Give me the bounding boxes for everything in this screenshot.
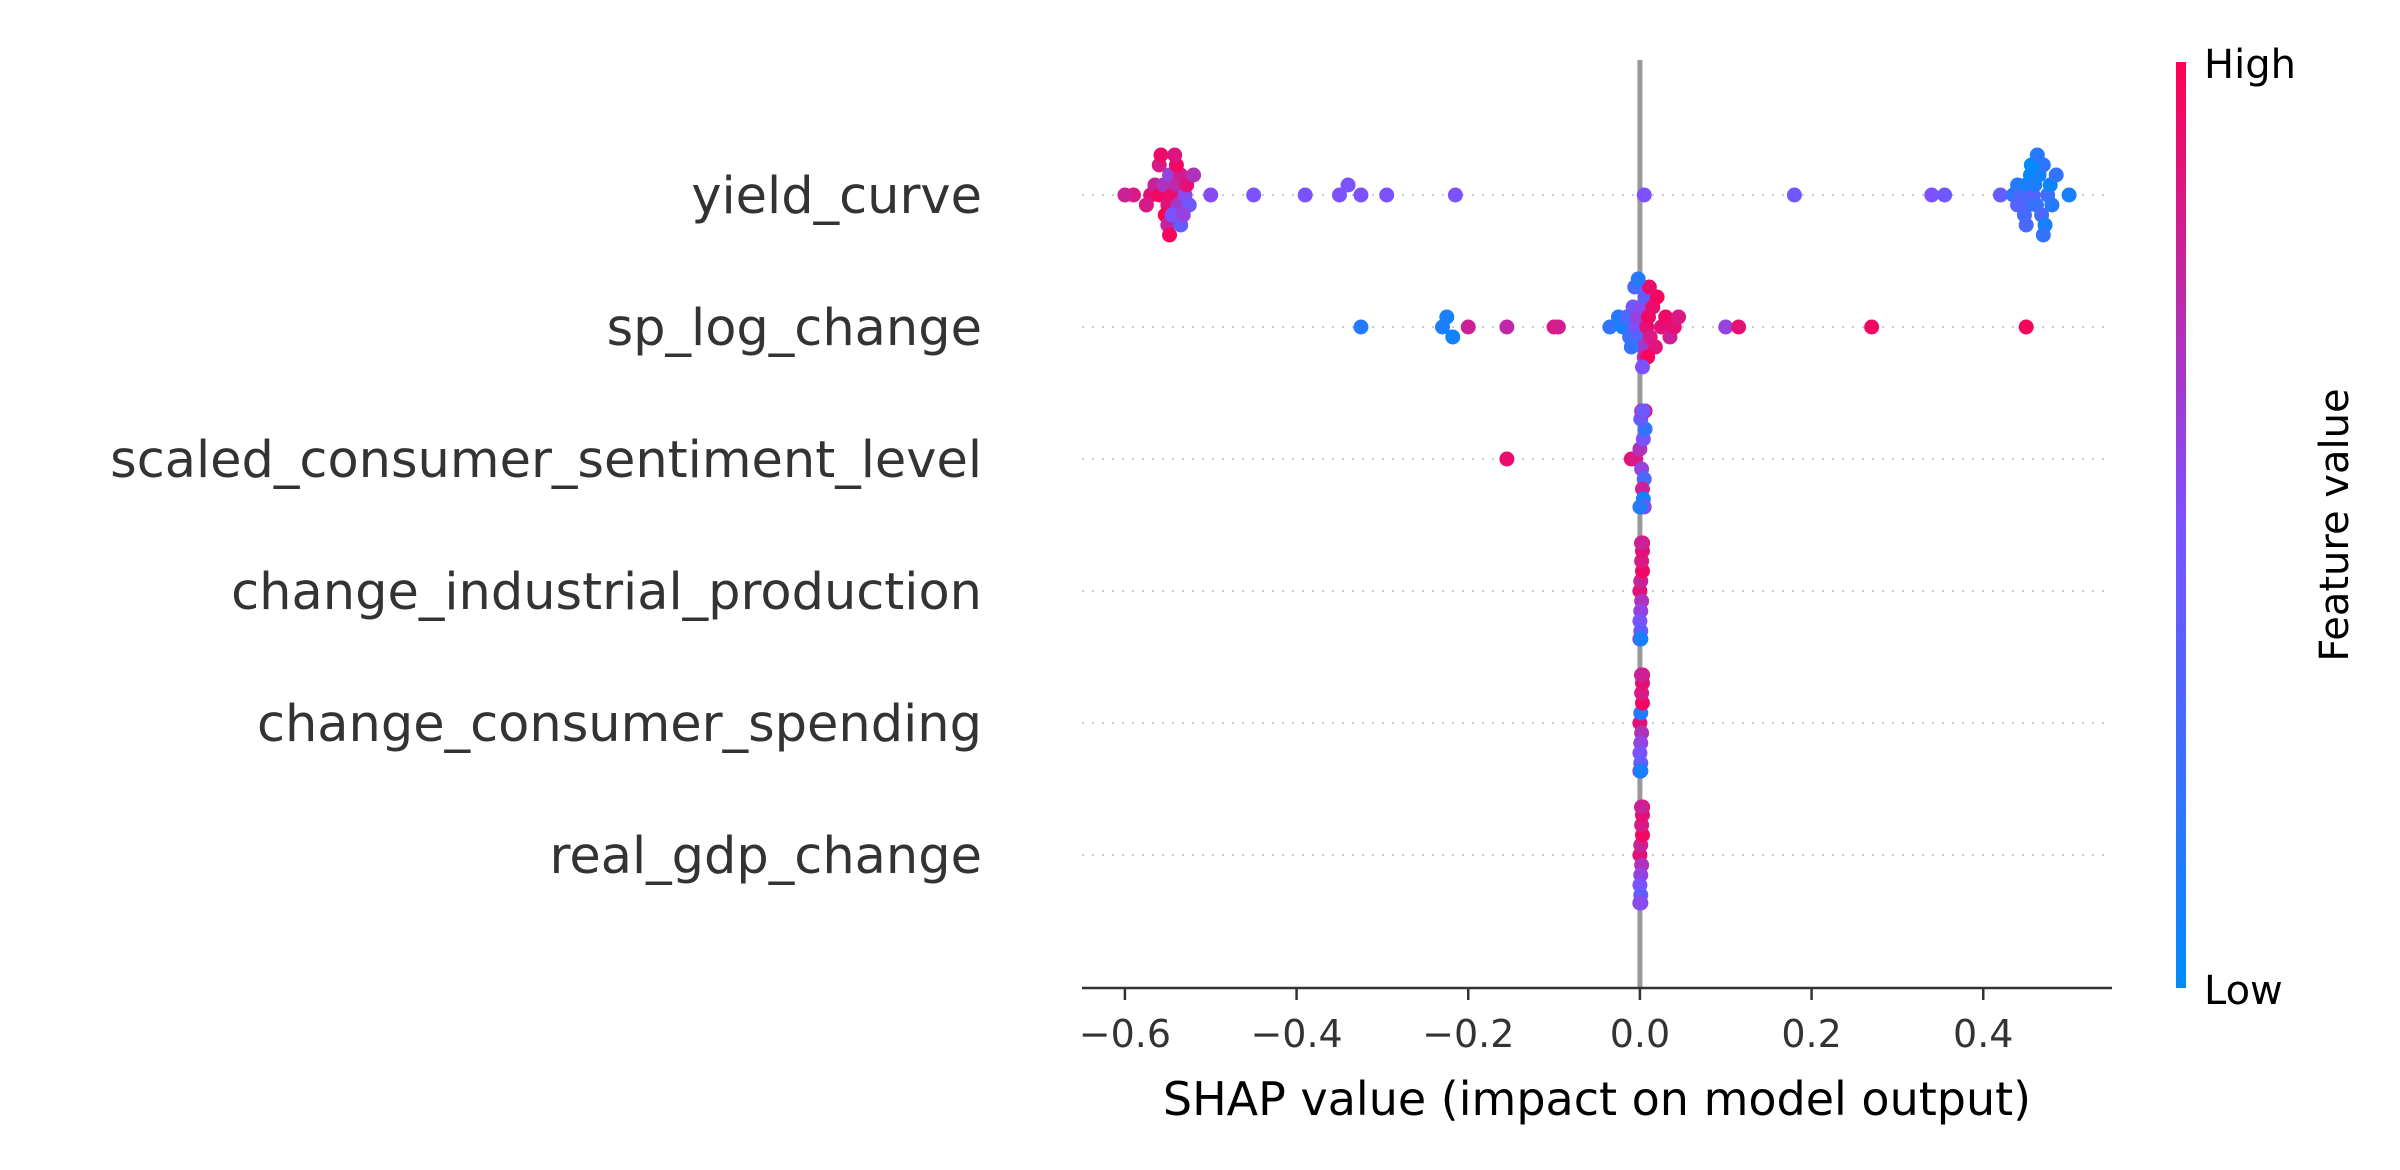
shap-point	[1602, 319, 1618, 335]
shap-point	[1634, 535, 1650, 551]
shap-point	[1297, 187, 1313, 203]
x-tick-label: 0.0	[1610, 1012, 1670, 1056]
shap-point	[2010, 197, 2026, 213]
shap-point	[1162, 227, 1178, 243]
shap-point	[1634, 359, 1650, 375]
shap-point	[1379, 187, 1395, 203]
shap-point	[1864, 319, 1880, 335]
x-tick-label: 0.4	[1953, 1012, 2013, 1056]
x-tick-label: −0.2	[1422, 1012, 1514, 1056]
shap-point	[1937, 187, 1953, 203]
shap-point	[1641, 279, 1657, 295]
shap-point	[1353, 319, 1369, 335]
shap-point	[1634, 799, 1650, 815]
feature-label: change_consumer_spending	[257, 695, 982, 754]
shap-point	[1340, 177, 1356, 193]
shap-point	[1786, 187, 1802, 203]
shap-point	[1499, 319, 1515, 335]
shap-point	[1633, 763, 1649, 779]
feature-label: scaled_consumer_sentiment_level	[110, 431, 982, 490]
shap-point	[1167, 147, 1183, 163]
shap-point	[1630, 271, 1646, 287]
shap-point	[1633, 895, 1649, 911]
shap-point	[1460, 319, 1476, 335]
shap-point	[1447, 187, 1463, 203]
shap-point	[1550, 319, 1566, 335]
shap-point	[1332, 187, 1347, 203]
shap-point	[1992, 187, 2008, 203]
shap-point	[2018, 319, 2034, 335]
feature-label: sp_log_change	[607, 299, 982, 358]
shap-point	[2029, 147, 2045, 163]
shap-point	[1924, 187, 1940, 203]
shap-point	[1718, 319, 1734, 335]
feature-labels: yield_curve sp_log_change scaled_consumer_…	[110, 167, 982, 886]
shap-point	[2048, 167, 2064, 183]
shap-point	[1175, 207, 1191, 223]
feature-label: real_gdp_change	[550, 827, 982, 886]
shap-point	[1353, 187, 1369, 203]
shap-point	[1634, 667, 1650, 683]
shap-point	[1731, 319, 1747, 335]
shap-point	[1632, 499, 1648, 515]
shap-point	[1164, 207, 1180, 223]
colorbar-low-label: Low	[2204, 968, 2283, 1014]
shap-point	[1445, 329, 1461, 345]
feature-row-guides	[1082, 194, 2112, 856]
x-axis-ticks: −0.6 −0.4 −0.2 0.0 0.2 0.4	[1079, 988, 2013, 1056]
shap-point	[1153, 147, 1169, 163]
shap-point	[1439, 309, 1455, 325]
feature-label: yield_curve	[691, 167, 982, 226]
colorbar	[2176, 62, 2186, 988]
shap-point	[1635, 403, 1651, 419]
shap-point	[2018, 217, 2034, 233]
x-tick-label: −0.6	[1079, 1012, 1171, 1056]
shap-point	[1636, 187, 1652, 203]
shap-point	[1203, 187, 1219, 203]
shap-point	[1633, 631, 1649, 647]
shap-point	[2035, 227, 2051, 243]
shap-point	[1499, 451, 1515, 467]
shap-point	[1623, 339, 1639, 355]
shap-point	[1246, 187, 1262, 203]
shap-point	[2044, 197, 2060, 213]
feature-label: change_industrial_production	[231, 563, 982, 622]
shap-points	[1117, 147, 2077, 911]
shap-point	[1138, 197, 1154, 213]
x-tick-label: −0.4	[1250, 1012, 1342, 1056]
x-axis-title: SHAP value (impact on model output)	[1163, 1072, 2031, 1126]
x-tick-label: 0.2	[1781, 1012, 1841, 1056]
shap-point	[1117, 187, 1133, 203]
shap-point	[1186, 167, 1202, 183]
shap-point	[2061, 187, 2077, 203]
shap-point	[1671, 309, 1687, 325]
colorbar-title: Feature value	[2312, 388, 2358, 661]
shap-point	[1658, 309, 1674, 325]
colorbar-high-label: High	[2204, 42, 2296, 88]
